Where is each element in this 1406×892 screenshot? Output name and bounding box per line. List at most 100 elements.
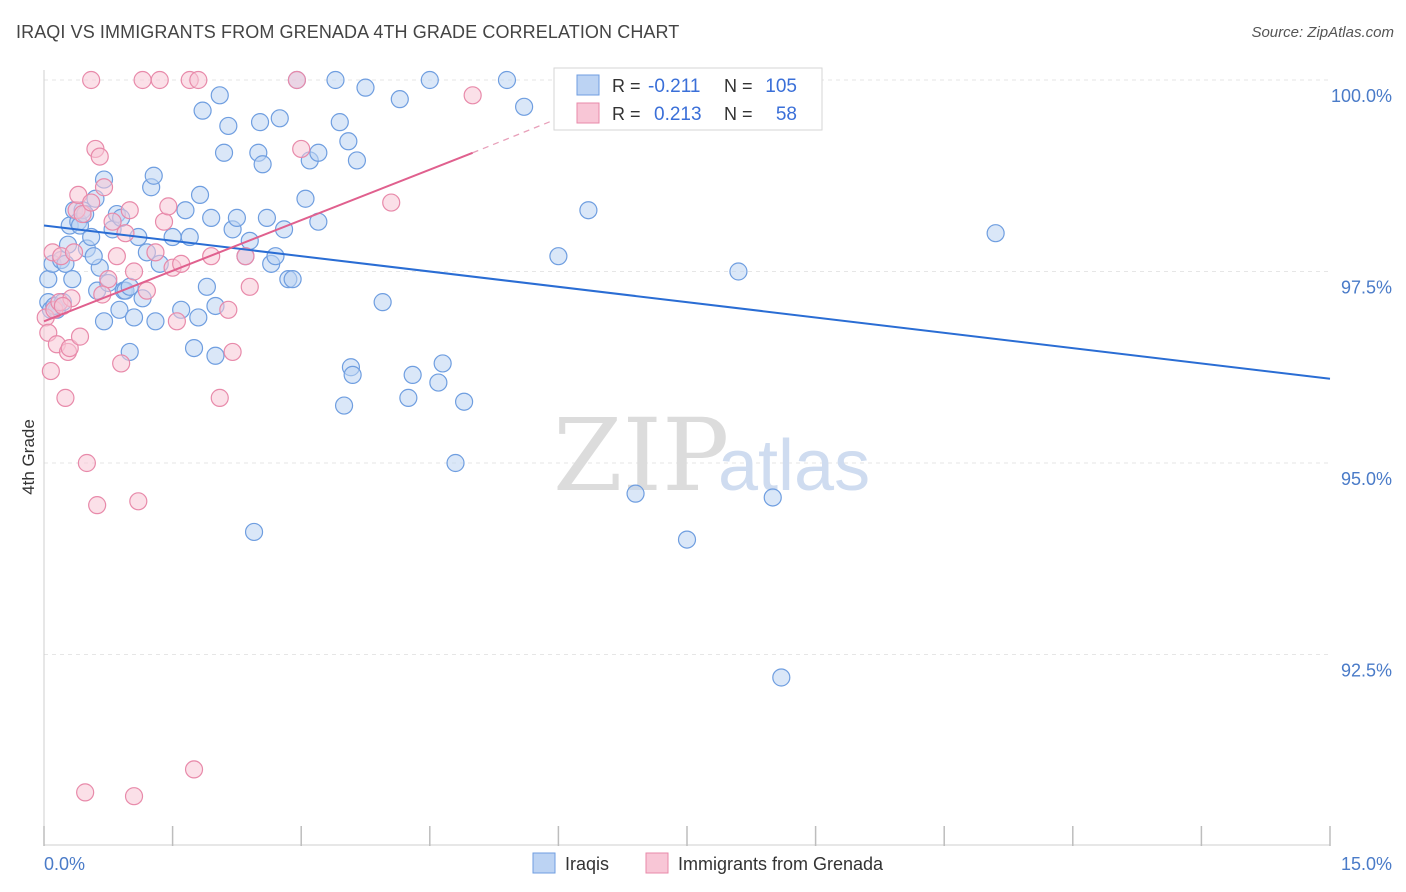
data-point <box>84 247 103 266</box>
data-point <box>549 247 568 266</box>
legend-bottom-swatch-iraqis <box>532 852 556 874</box>
data-point <box>64 243 84 262</box>
data-point <box>463 86 482 105</box>
data-point <box>60 339 79 358</box>
data-point <box>214 143 234 162</box>
y-tick-label: 100.0% <box>1331 86 1392 106</box>
data-point <box>197 277 216 296</box>
data-point <box>219 116 238 136</box>
legend-bottom-swatch-grenada <box>645 852 669 874</box>
data-point <box>253 155 272 174</box>
y-tick-label: 97.5% <box>1341 278 1392 298</box>
data-point <box>189 308 208 327</box>
data-point <box>330 113 349 132</box>
chart-title: IRAQI VS IMMIGRANTS FROM GRENADA 4TH GRA… <box>16 22 680 42</box>
data-point <box>137 281 156 300</box>
data-point <box>309 143 328 162</box>
legend-bottom-label-grenada: Immigrants from Grenada <box>678 854 884 874</box>
data-point <box>429 373 448 392</box>
data-point <box>219 300 238 319</box>
legend-n-label-1: N = <box>724 104 753 124</box>
data-point <box>76 783 95 802</box>
trend-lines <box>43 117 1331 380</box>
data-point <box>94 178 114 197</box>
data-point <box>112 354 131 373</box>
data-point <box>99 270 118 289</box>
data-point <box>986 224 1005 243</box>
data-point <box>399 388 418 407</box>
data-point <box>287 70 307 90</box>
legend-swatch-grenada <box>576 102 600 124</box>
legend-bottom: Iraqis Immigrants from Grenada <box>532 852 884 874</box>
data-point <box>202 208 221 227</box>
data-point <box>184 339 204 358</box>
data-point <box>206 346 225 365</box>
data-point <box>497 70 517 90</box>
data-point <box>772 668 791 687</box>
data-point <box>41 361 60 381</box>
data-point <box>150 70 169 90</box>
legend-n-value-0: 105 <box>765 76 797 97</box>
y-axis-label: 4th Grade <box>19 419 38 495</box>
source-label: Source: ZipAtlas.com <box>1251 24 1394 41</box>
data-point <box>433 354 452 373</box>
data-point <box>292 139 311 159</box>
trend-line-grenada <box>43 151 474 323</box>
data-point <box>167 312 186 331</box>
data-point <box>190 185 210 204</box>
data-point <box>403 365 422 385</box>
data-point <box>120 201 139 220</box>
data-point <box>129 492 148 511</box>
watermark-atlas: atlas <box>718 426 870 506</box>
trend-line-iraqis <box>43 224 1331 380</box>
data-point <box>110 300 129 319</box>
data-point <box>124 262 144 281</box>
data-point <box>133 70 152 90</box>
data-point <box>39 270 58 289</box>
y-tick-label: 95.0% <box>1341 469 1392 489</box>
data-point <box>90 147 109 166</box>
data-point <box>180 227 199 247</box>
data-point <box>626 484 645 503</box>
data-point <box>77 453 96 473</box>
data-point <box>326 70 345 90</box>
data-point <box>266 247 285 266</box>
data-point <box>56 388 75 407</box>
data-point <box>184 760 204 779</box>
data-point <box>250 113 270 132</box>
data-point <box>347 151 367 170</box>
data-point <box>223 342 242 362</box>
data-point <box>193 101 212 120</box>
data-point <box>103 212 122 231</box>
data-point <box>373 293 392 312</box>
data-point <box>257 208 277 227</box>
data-point <box>107 247 126 266</box>
legend-r-value-1: 0.213 <box>654 104 702 125</box>
data-point <box>390 90 409 109</box>
y-tick-label: 92.5% <box>1341 661 1392 681</box>
data-point <box>124 787 144 806</box>
data-point <box>82 193 101 212</box>
legend-n-value-1: 58 <box>776 104 797 125</box>
data-point <box>146 312 165 331</box>
data-point <box>94 312 114 331</box>
watermark: ZIP atlas <box>553 397 870 514</box>
data-point <box>227 208 246 227</box>
data-point <box>244 522 264 542</box>
legend-r-value-0: -0.211 <box>648 76 700 97</box>
y-tick-labels: 100.0% 97.5% 95.0% 92.5% <box>1331 86 1392 681</box>
data-point <box>515 97 534 116</box>
x-axis-label-left: 0.0% <box>44 854 85 874</box>
series-grenada-points <box>36 70 482 806</box>
data-point <box>446 453 465 473</box>
data-point <box>63 270 82 289</box>
data-point <box>729 262 748 281</box>
data-point <box>82 227 101 247</box>
x-axis-label-right: 15.0% <box>1341 854 1392 874</box>
legend-r-label-1: R = <box>612 104 641 124</box>
data-point <box>240 277 259 296</box>
data-point <box>270 109 289 128</box>
data-point <box>210 388 229 407</box>
x-ticks <box>43 826 1331 846</box>
data-point <box>236 247 255 266</box>
